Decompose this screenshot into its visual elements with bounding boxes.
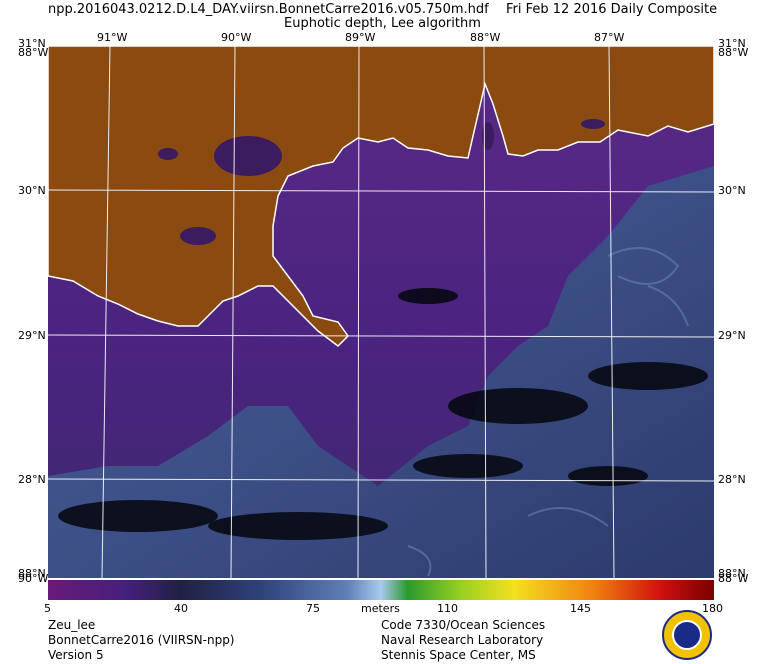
lat-label-29n-left: 29°N [18,329,46,342]
lon-label-91w: 91°W [97,31,128,44]
corner-tl-lat: 31°N [18,37,46,50]
lon-label-87w: 87°W [594,31,625,44]
euphotic-depth-map [48,46,714,578]
lon-label-89w: 89°W [345,31,376,44]
lakes [158,119,605,245]
colorbar-unit: meters [361,602,400,615]
colorbar-tick-145: 145 [570,602,591,615]
cloud-patches [58,288,708,540]
land-mass [48,46,714,347]
corner-br-lat: 88°N [718,567,746,580]
file-name-title: npp.2016043.0212.D.L4_DAY.viirsn.BonnetC… [48,2,489,17]
corner-tr-lon: 88°W [718,46,749,59]
product-title: Euphotic depth, Lee algorithm [284,16,481,31]
corner-bl-lon: 90°W [18,572,49,585]
lat-label-30n-right: 30°N [718,184,746,197]
colorbar-tick-110: 110 [437,602,458,615]
corner-tr-lat: 31°N [718,37,746,50]
lat-label-28n-right: 28°N [718,473,746,486]
lat-label-29n-right: 29°N [718,329,746,342]
colorbar-tick-5: 5 [44,602,51,615]
colorbar-tick-75: 75 [306,602,320,615]
graticule [48,46,714,578]
offshore-water [48,166,714,578]
footer-org-location: Stennis Space Center, MS [381,648,536,662]
footer-org-code: Code 7330/Ocean Sciences [381,618,546,632]
colorbar-tick-180: 180 [702,602,723,615]
lon-label-88w: 88°W [470,31,501,44]
corner-br-lon: 88°W [718,572,749,585]
lat-label-28n-left: 28°N [18,473,46,486]
colorbar-tick-40: 40 [174,602,188,615]
colorbar [48,580,714,600]
lon-label-90w: 90°W [221,31,252,44]
footer-version: Version 5 [48,648,104,662]
footer-org-name: Naval Research Laboratory [381,633,544,647]
footer-product-code: Zeu_lee [48,618,96,632]
date-label: Fri Feb 12 2016 Daily Composite [506,2,718,17]
footer-dataset: BonnetCarre2016 (VIIRSN-npp) [48,633,235,647]
lat-label-30n-left: 30°N [18,184,46,197]
corner-tl-lon: 88°W [18,46,49,59]
corner-bl-lat: 88°N [18,567,46,580]
eddy-swirls [407,247,689,577]
nrl-seal-logo [662,610,712,660]
